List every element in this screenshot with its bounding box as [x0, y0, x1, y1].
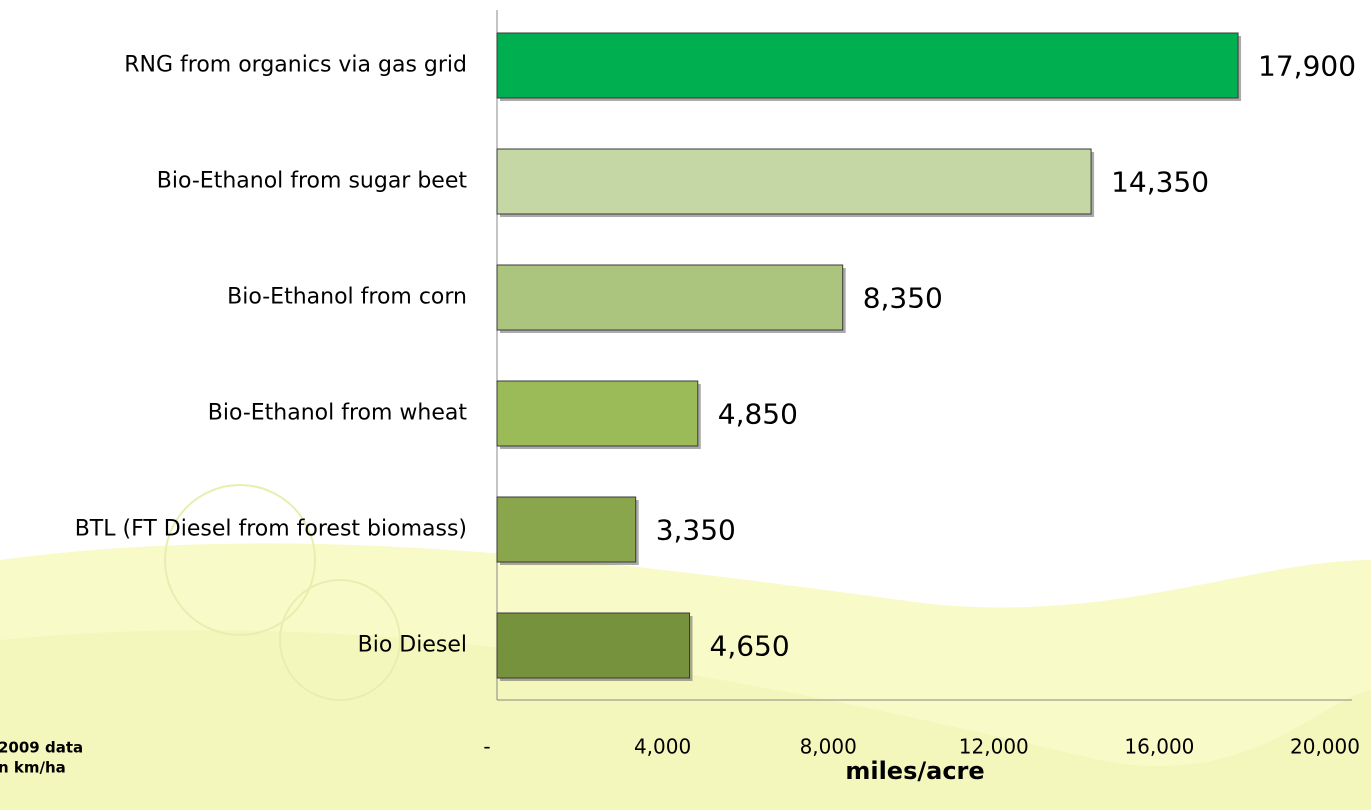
note: 2009 data [0, 739, 83, 757]
bar [496, 264, 844, 331]
x-tick-label: 8,000 [800, 735, 857, 759]
x-tick-label: 4,000 [634, 735, 691, 759]
bar [496, 148, 1092, 215]
bar [496, 380, 699, 447]
note: n km/ha [0, 759, 66, 777]
category-label: Bio-Ethanol from corn [227, 285, 467, 310]
category-label: RNG from organics via gas grid [124, 53, 467, 78]
value-label: 8,350 [863, 282, 943, 315]
x-tick-label: 16,000 [1124, 735, 1194, 759]
value-label: 14,350 [1111, 166, 1209, 199]
value-label: 4,850 [718, 398, 798, 431]
bar [496, 612, 691, 679]
bar [496, 32, 1239, 99]
category-label: Bio Diesel [358, 633, 467, 658]
value-label: 3,350 [656, 514, 736, 547]
x-tick-label: - [483, 735, 490, 759]
category-label: Bio-Ethanol from wheat [208, 401, 468, 426]
bar [496, 496, 637, 563]
x-tick-label: 20,000 [1290, 735, 1360, 759]
category-label: Bio-Ethanol from sugar beet [157, 169, 468, 194]
x-tick-label: 12,000 [959, 735, 1029, 759]
x-axis-title: miles/acre [845, 757, 984, 785]
value-label: 4,650 [710, 630, 790, 663]
category-label: BTL (FT Diesel from forest biomass) [75, 517, 467, 542]
value-label: 17,900 [1258, 50, 1356, 83]
